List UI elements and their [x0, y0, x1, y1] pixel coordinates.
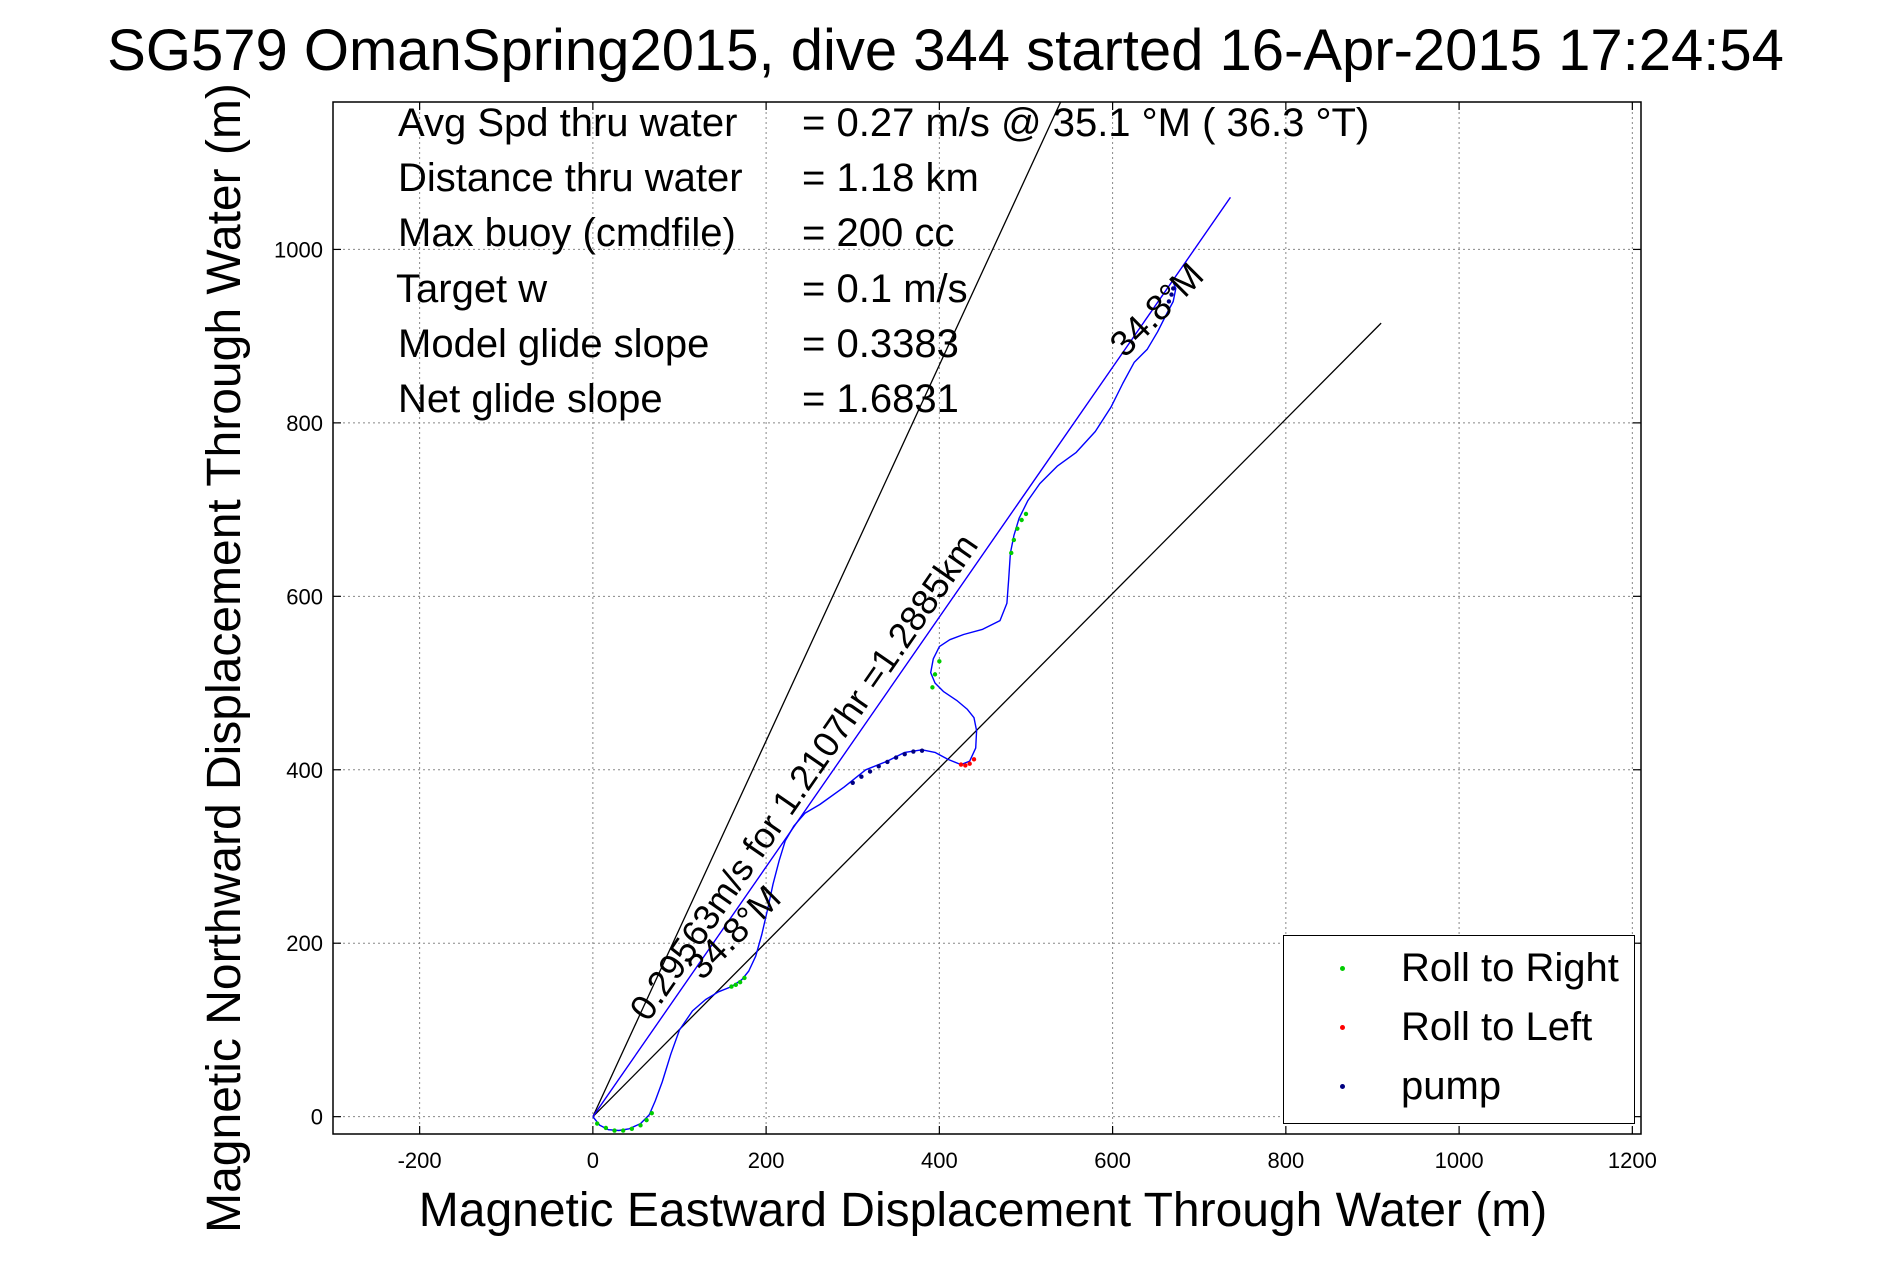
stat-label: Avg Spd thru water	[398, 101, 738, 145]
pump-marker	[911, 749, 916, 754]
x-tick-label: -200	[398, 1148, 442, 1173]
pump-marker	[902, 751, 907, 757]
x-axis-label: Magnetic Eastward Displacement Through W…	[418, 1184, 1548, 1237]
legend-marker	[1340, 1025, 1345, 1030]
page-title: SG579 OmanSpring2015, dive 344 started 1…	[107, 18, 1784, 83]
marker-layer	[594, 286, 1176, 1133]
stat-value: = 0.3383	[802, 322, 959, 366]
roll-right-marker	[932, 672, 938, 677]
stat-label: Model glide slope	[398, 322, 710, 366]
legend-item-roll-right: Roll to Right	[1284, 940, 1634, 1000]
pump-marker	[919, 748, 925, 753]
roll-right-marker	[1023, 511, 1029, 517]
roll-right-marker	[1019, 517, 1024, 523]
y-tick-label: 400	[286, 758, 323, 783]
roll-right-marker	[733, 982, 738, 988]
pump-marker	[885, 759, 890, 765]
stat-label: Net glide slope	[398, 377, 663, 421]
roll-right-marker	[930, 685, 935, 690]
pump-marker	[859, 774, 864, 779]
roll-left-marker	[971, 757, 977, 762]
stat-value: = 0.27 m/s @ 35.1 °M ( 36.3 °T)	[802, 101, 1370, 145]
roll-left-marker	[967, 761, 972, 766]
roll-right-marker	[649, 1110, 654, 1116]
legend-item-roll-left: Roll to Left	[1284, 999, 1634, 1059]
pump-marker	[1166, 299, 1172, 304]
axis-ticks: -200 0 200 400 600 800 1000 1200 0 200 400 600 800 10…	[274, 102, 1657, 1173]
legend: Roll to Right Roll to Left pump	[1283, 935, 1635, 1124]
roll-right-marker	[937, 659, 942, 664]
roll-right-marker	[729, 984, 734, 989]
y-tick-label: 600	[286, 584, 323, 609]
reference-lines	[592, 102, 1382, 1118]
reference-line	[592, 197, 1231, 1118]
stat-value: = 0.1 m/s	[802, 267, 968, 311]
pump-marker	[876, 764, 881, 769]
x-tick-label: 0	[587, 1148, 599, 1173]
roll-right-marker	[638, 1123, 643, 1128]
x-tick-label: 1200	[1608, 1148, 1657, 1173]
roll-right-marker	[603, 1125, 609, 1131]
pump-marker	[867, 769, 873, 774]
roll-right-marker	[1011, 537, 1017, 543]
x-tick-label: 1000	[1435, 1148, 1484, 1173]
roll-left-marker	[958, 762, 964, 767]
roll-right-marker	[737, 980, 743, 985]
legend-label: Roll to Right	[1401, 946, 1619, 990]
roll-right-marker	[612, 1128, 617, 1133]
x-tick-label: 800	[1267, 1148, 1304, 1173]
x-tick-label: 400	[921, 1148, 958, 1173]
legend-item-pump: pump	[1284, 1058, 1634, 1118]
reference-line	[592, 102, 1062, 1117]
roll-right-marker	[629, 1126, 635, 1131]
stat-label: Target w	[396, 267, 548, 311]
track-line	[592, 279, 1177, 1132]
x-tick-label: 600	[1094, 1148, 1131, 1173]
y-tick-label: 0	[311, 1105, 323, 1130]
stat-label: Max buoy (cmdfile)	[398, 211, 736, 255]
pump-marker	[850, 780, 855, 785]
pump-marker	[1169, 292, 1174, 297]
legend-marker	[1340, 966, 1345, 971]
pump-marker	[1171, 286, 1176, 291]
roll-right-marker	[594, 1121, 600, 1126]
y-tick-label: 800	[286, 411, 323, 436]
y-tick-label: 200	[286, 931, 323, 956]
stat-value: = 200 cc	[802, 211, 955, 255]
x-tick-label: 200	[748, 1148, 785, 1173]
roll-right-marker	[742, 975, 747, 981]
roll-right-marker	[620, 1128, 626, 1133]
pump-marker	[893, 755, 899, 760]
roll-right-marker	[644, 1117, 649, 1123]
roll-right-marker	[1009, 550, 1014, 556]
reference-line	[592, 322, 1382, 1118]
legend-label: pump	[1401, 1064, 1502, 1108]
track-layer	[592, 279, 1177, 1132]
plot-frame	[332, 101, 1642, 1135]
stat-label: Distance thru water	[398, 156, 743, 200]
roll-right-marker	[1015, 526, 1020, 531]
legend-marker	[1340, 1084, 1345, 1089]
y-tick-label: 1000	[274, 237, 323, 262]
legend-label: Roll to Left	[1401, 1005, 1593, 1049]
roll-left-marker	[963, 763, 968, 768]
stat-value: = 1.6831	[802, 377, 959, 421]
stat-value: = 1.18 km	[802, 156, 979, 200]
